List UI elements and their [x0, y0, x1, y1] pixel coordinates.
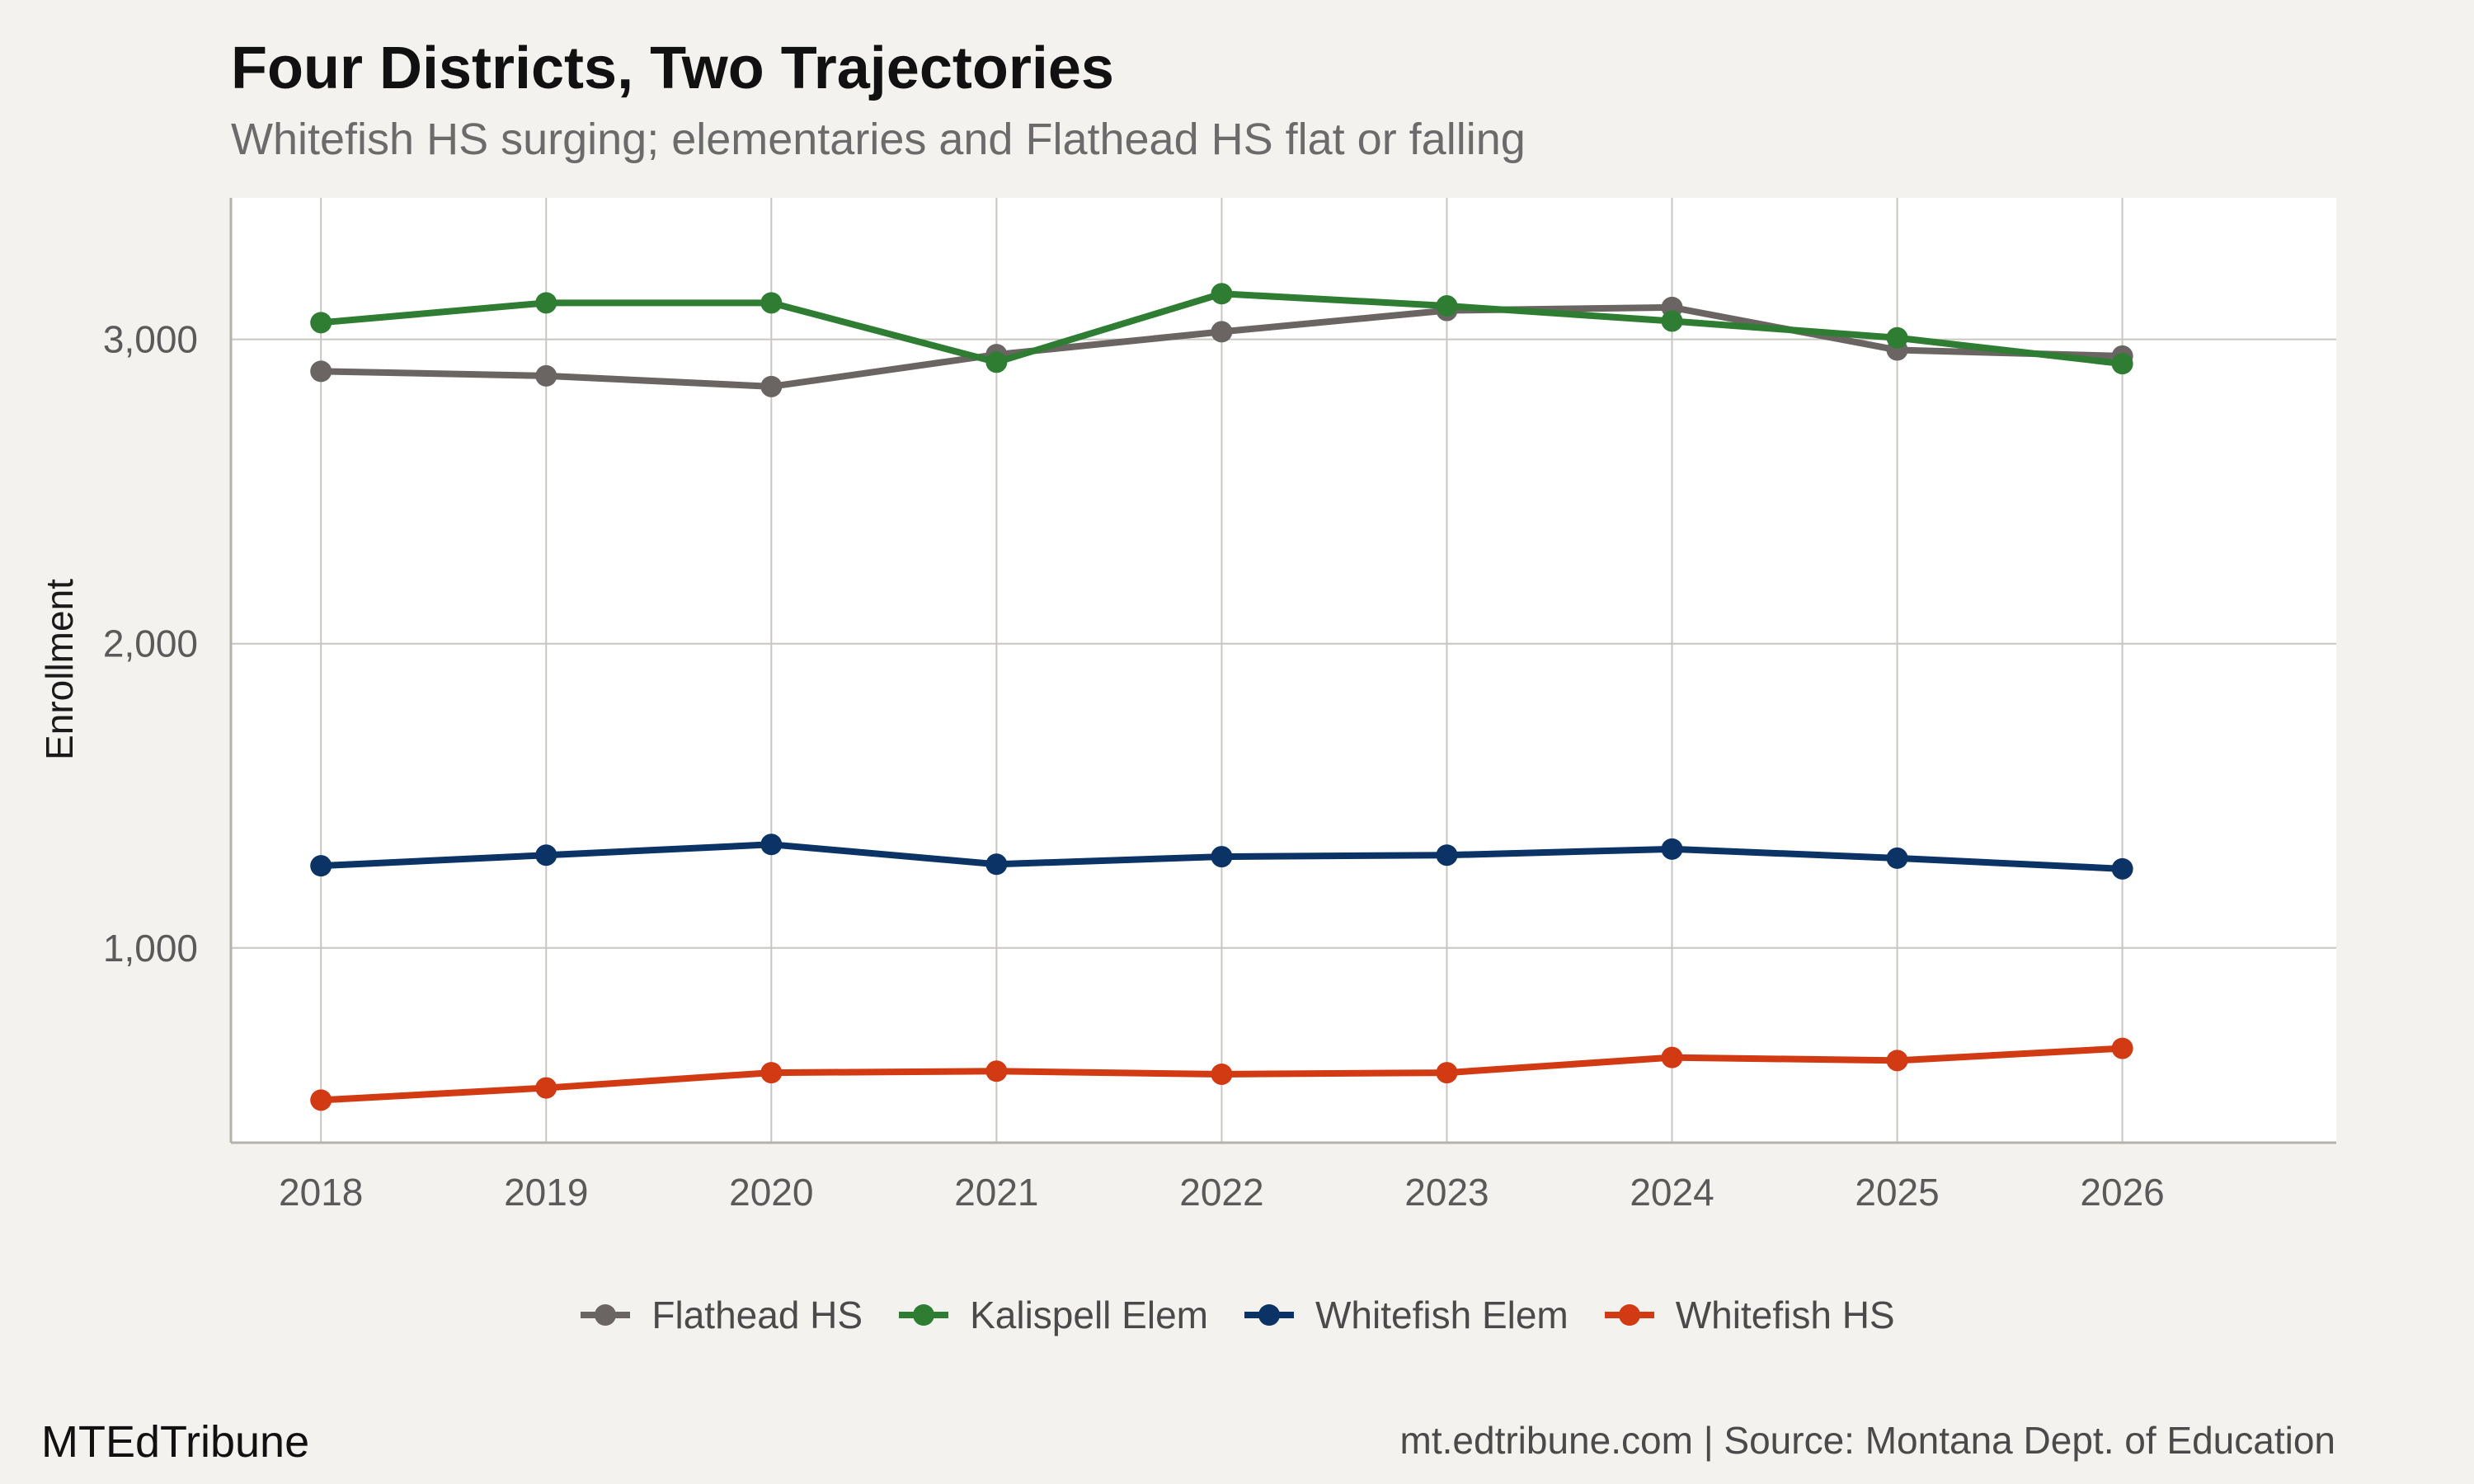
- data-point-kalispell-elem: [1211, 283, 1233, 305]
- data-point-whitefish-elem: [1661, 838, 1683, 860]
- legend-label: Kalispell Elem: [970, 1294, 1208, 1336]
- legend: Flathead HS Kalispell Elem Whitefish Elem W…: [0, 1293, 2474, 1337]
- chart-subtitle: Whitefish HS surging; elementaries and F…: [231, 115, 1526, 164]
- data-point-kalispell-elem: [2111, 353, 2133, 375]
- legend-label: Flathead HS: [651, 1294, 863, 1336]
- data-point-whitefish-elem: [760, 834, 783, 856]
- data-point-whitefish-elem: [1211, 846, 1233, 868]
- data-point-kalispell-elem: [985, 351, 1008, 373]
- y-tick-label: 1,000: [103, 927, 198, 970]
- data-point-whitefish-elem: [1436, 844, 1458, 866]
- legend-item-kalispell-elem: Kalispell Elem: [897, 1293, 1208, 1337]
- data-point-whitefish-hs: [1661, 1046, 1683, 1068]
- legend-item-whitefish-hs: Whitefish HS: [1603, 1293, 1895, 1337]
- legend-label: Whitefish HS: [1675, 1294, 1895, 1336]
- tick-labels: 2018 2019 2020 2021 2022 2023 2024 2025 2026 1,00…: [103, 318, 2165, 1214]
- data-point-whitefish-hs: [1436, 1062, 1458, 1084]
- data-point-flathead-hs: [535, 364, 557, 387]
- data-point-whitefish-hs: [1211, 1063, 1233, 1085]
- series-kalispell-elem: [310, 283, 2133, 375]
- x-tick-label: 2025: [1855, 1171, 1939, 1214]
- data-point-whitefish-hs: [310, 1089, 332, 1111]
- legend-key-whitefish-hs: [1604, 1304, 1654, 1326]
- axes: [229, 198, 2336, 1144]
- data-point-kalispell-elem: [310, 312, 332, 334]
- gridlines: [231, 198, 2336, 1143]
- data-point-flathead-hs: [1211, 321, 1233, 343]
- y-tick-label: 3,000: [103, 318, 198, 361]
- legend-key-whitefish-elem: [1244, 1304, 1294, 1326]
- y-tick-label: 2,000: [103, 622, 198, 665]
- brand-logo-text: MTEdTribune: [41, 1417, 310, 1467]
- data-point-whitefish-elem: [310, 855, 332, 877]
- legend-key-flathead-hs: [581, 1304, 631, 1326]
- data-point-kalispell-elem: [535, 292, 557, 314]
- data-point-whitefish-hs: [760, 1062, 783, 1084]
- series-whitefish-hs: [310, 1037, 2133, 1111]
- legend-label: Whitefish Elem: [1315, 1294, 1569, 1336]
- data-point-kalispell-elem: [1886, 326, 1908, 349]
- x-tick-label: 2019: [504, 1171, 588, 1214]
- data-point-whitefish-hs: [535, 1077, 557, 1099]
- data-point-whitefish-elem: [1886, 847, 1908, 869]
- series-whitefish-elem: [310, 834, 2133, 880]
- data-point-whitefish-hs: [1886, 1050, 1908, 1072]
- data-point-whitefish-hs: [2111, 1037, 2133, 1059]
- source-credit: mt.edtribune.com | Source: Montana Dept.…: [1399, 1419, 2335, 1462]
- legend-item-flathead-hs: Flathead HS: [579, 1293, 863, 1337]
- legend-key-point: [1258, 1304, 1280, 1326]
- data-point-kalispell-elem: [760, 292, 783, 314]
- x-tick-label: 2023: [1404, 1171, 1489, 1214]
- data-point-flathead-hs: [760, 375, 783, 397]
- legend-item-whitefish-elem: Whitefish Elem: [1243, 1293, 1569, 1337]
- chart-title: Four Districts, Two Trajectories: [231, 35, 1114, 101]
- x-tick-label: 2021: [954, 1171, 1038, 1214]
- x-tick-label: 2024: [1630, 1171, 1714, 1214]
- y-axis-label: Enrollment: [38, 579, 81, 760]
- data-point-whitefish-elem: [535, 844, 557, 866]
- x-tick-label: 2026: [2080, 1171, 2164, 1214]
- series-layer: [310, 283, 2133, 1111]
- x-tick-label: 2020: [729, 1171, 813, 1214]
- data-point-whitefish-elem: [985, 853, 1008, 876]
- data-point-whitefish-elem: [2111, 857, 2133, 880]
- legend-key-kalispell-elem: [899, 1304, 949, 1326]
- legend-key-point: [1618, 1304, 1640, 1326]
- x-tick-label: 2022: [1179, 1171, 1263, 1214]
- legend-key-point: [913, 1304, 935, 1326]
- data-point-kalispell-elem: [1661, 310, 1683, 332]
- data-point-whitefish-hs: [985, 1060, 1008, 1082]
- x-tick-label: 2018: [279, 1171, 363, 1214]
- data-point-flathead-hs: [310, 360, 332, 383]
- legend-key-point: [595, 1304, 617, 1326]
- data-point-kalispell-elem: [1436, 295, 1458, 317]
